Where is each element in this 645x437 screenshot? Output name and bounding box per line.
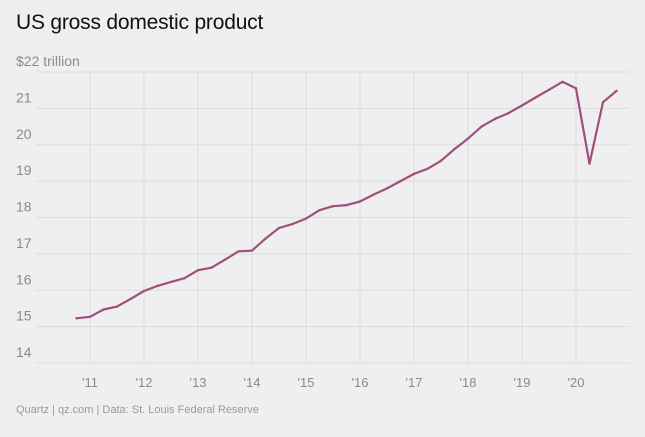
gdp-data-point [102,308,105,311]
gdp-data-point [169,280,173,284]
gdp-data-point [412,172,416,176]
gdp-data-point [574,87,578,90]
x-tick-label: '11 [82,375,98,390]
x-tick-label: '13 [190,375,207,390]
x-tick-label: '19 [514,375,531,390]
y-tick-label: 17 [16,235,32,251]
series-layer [75,80,618,320]
gdp-data-point [345,203,348,207]
gdp-data-point [304,217,308,220]
gdp-data-point [156,284,159,288]
y-tick-label: 15 [16,308,32,324]
gdp-data-point [358,200,362,203]
gdp-data-point [453,147,456,151]
gdp-data-point [615,89,618,93]
gdp-data-point [129,297,132,301]
gdp-data-point [264,237,267,240]
gdp-data-point [588,162,591,165]
gdp-data-point [534,96,537,99]
y-tick-label: 16 [16,271,32,287]
gdp-data-point [466,137,470,140]
gdp-data-point [196,269,200,272]
x-tick-label: '17 [406,375,423,390]
gridlines [36,71,630,364]
gdp-data-point [142,289,146,293]
gdp-data-point [291,222,294,226]
gdp-data-point [210,266,213,269]
gdp-data-point [331,205,335,208]
gdp-data-point [601,100,605,104]
gdp-data-point [561,80,564,84]
y-tick-label: 14 [16,344,32,360]
y-tick-label: 21 [16,89,32,105]
gdp-series-line [75,80,618,320]
gdp-data-point [507,111,510,115]
gdp-data-point [439,159,443,162]
x-tick-label: '20 [568,375,585,390]
gdp-data-point [318,209,321,212]
gdp-data-point [372,193,375,196]
y-tick-label: 18 [16,199,32,215]
gdp-data-point [493,117,497,121]
y-tick-label: $22 trillion [16,53,80,69]
gdp-data-point [237,250,240,253]
gdp-data-point [115,305,119,308]
x-tick-label: '16 [352,375,369,390]
y-tick-label: 19 [16,162,32,178]
gdp-data-point [183,277,186,280]
y-tick-label: 20 [16,126,32,142]
gdp-data-point [223,258,227,261]
x-axis-ticks: '11 '12 '13 '14 '15 '16 '17 '18 '19 '20 [82,375,584,390]
x-tick-label: '12 [136,375,153,390]
chart-title: US gross domestic product [16,11,264,34]
gdp-data-point [520,104,524,107]
gdp-data-point [399,179,402,183]
gdp-data-point [88,315,92,319]
gdp-data-point [277,226,281,230]
x-tick-label: '18 [460,375,477,390]
y-axis-ticks: 14 15 16 17 18 19 20 21 $22 trillion [16,53,80,360]
gdp-data-point [250,249,254,252]
x-tick-label: '14 [244,375,261,390]
gdp-data-point [547,88,551,92]
x-tick-label: '15 [298,375,315,390]
gdp-data-point [480,125,483,128]
gdp-data-point [75,317,78,320]
gdp-data-point [385,187,389,190]
gdp-data-point [426,167,429,170]
source-footer: Quartz | qz.com | Data: St. Louis Federa… [16,404,259,416]
